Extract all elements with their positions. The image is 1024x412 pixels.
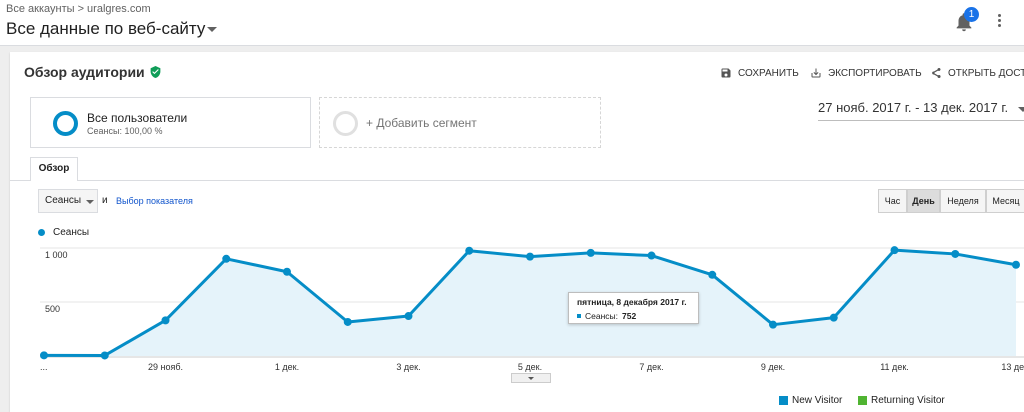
x-tick-label: 9 дек. xyxy=(761,362,785,372)
chevron-down-icon xyxy=(86,200,94,204)
x-tick-label: ... xyxy=(40,362,48,372)
date-range-chevron-icon[interactable] xyxy=(1018,107,1024,112)
new-visitor-label: New Visitor xyxy=(792,395,843,406)
tab-divider xyxy=(10,180,1024,181)
tooltip-row: Сеансы: 752 xyxy=(577,311,690,321)
data-point[interactable] xyxy=(951,249,960,258)
legend-dot-sessions xyxy=(38,229,45,236)
chart-tooltip: пятница, 8 декабря 2017 г. Сеансы: 752 xyxy=(568,292,699,324)
chart-legend: Сеансы xyxy=(38,227,89,238)
y-tick-label: 1 000 xyxy=(45,250,68,260)
legend-new-visitor: New Visitor xyxy=(779,395,842,406)
add-segment-button[interactable]: + Добавить сегмент xyxy=(319,97,601,148)
period-month-button[interactable]: Месяц xyxy=(986,189,1024,213)
segment-all-users[interactable]: Все пользователи Сеансы: 100,00 % xyxy=(30,97,311,148)
share-label: ОТКРЫТЬ ДОСТУ xyxy=(948,67,1024,79)
chart-range-handle[interactable] xyxy=(511,373,551,383)
share-icon xyxy=(932,67,941,78)
sessions-area xyxy=(44,250,1016,356)
data-point[interactable] xyxy=(100,351,109,360)
data-point[interactable] xyxy=(404,312,413,321)
share-button[interactable]: ОТКРЫТЬ ДОСТУ xyxy=(930,67,1024,79)
legend-label-sessions: Сеансы xyxy=(53,227,90,238)
legend-returning-visitor: Returning Visitor xyxy=(858,395,945,406)
data-point[interactable] xyxy=(1012,260,1020,269)
x-tick-label: 29 нояб. xyxy=(148,362,183,372)
sessions-chart: 1 000 500... 29 нояб. 1 дек. 3 дек. 5 дек. 7 д… xyxy=(40,246,1024,372)
data-point[interactable] xyxy=(343,317,352,326)
save-label: СОХРАНИТЬ xyxy=(738,67,799,79)
metric-and-label: и xyxy=(102,195,108,206)
data-point[interactable] xyxy=(829,313,838,322)
date-range-picker[interactable]: 27 нояб. 2017 г. - 13 дек. 2017 г. xyxy=(818,100,1009,115)
view-selector[interactable]: Все данные по веб-сайту xyxy=(6,19,206,38)
chevron-down-icon xyxy=(528,377,534,380)
data-point[interactable] xyxy=(526,252,534,261)
add-segment-label: + Добавить сегмент xyxy=(366,116,477,130)
data-point[interactable] xyxy=(40,351,48,360)
x-tick-label: 1 дек. xyxy=(275,362,299,372)
tooltip-label: Сеансы: xyxy=(585,311,619,321)
data-point[interactable] xyxy=(708,270,717,279)
data-point[interactable] xyxy=(769,320,777,329)
export-icon xyxy=(811,68,821,78)
data-point[interactable] xyxy=(222,254,231,263)
top-bar: Все аккаунты > uralgres.com Все данные п… xyxy=(0,0,1024,46)
breadcrumb[interactable]: Все аккаунты > uralgres.com xyxy=(6,3,151,15)
y-tick-label: 500 xyxy=(45,304,60,314)
segment-name: Все пользователи xyxy=(87,111,188,125)
x-tick-label: 11 дек. xyxy=(880,362,909,372)
pick-metric-link[interactable]: Выбор показателя xyxy=(116,196,193,206)
data-point[interactable] xyxy=(586,248,595,257)
verified-shield-icon xyxy=(150,66,161,78)
data-point[interactable] xyxy=(890,246,899,255)
data-point[interactable] xyxy=(647,251,656,260)
period-week-button[interactable]: Неделя xyxy=(940,189,986,213)
returning-visitor-label: Returning Visitor xyxy=(871,395,945,406)
data-point[interactable] xyxy=(283,267,291,276)
segment-ring-icon xyxy=(53,111,78,136)
chevron-down-icon[interactable] xyxy=(207,27,217,32)
date-range-underline xyxy=(818,120,1024,121)
tab-overview[interactable]: Обзор xyxy=(30,157,78,181)
export-button[interactable]: ЭКСПОРТИРОВАТЬ xyxy=(810,67,922,79)
metric-select-value: Сеансы xyxy=(45,195,82,206)
save-button[interactable]: СОХРАНИТЬ xyxy=(720,67,799,79)
x-tick-label: 5 дек. xyxy=(518,362,542,372)
data-point[interactable] xyxy=(465,246,474,255)
returning-visitor-swatch xyxy=(858,396,867,405)
period-day-button[interactable]: День xyxy=(907,189,940,213)
data-point[interactable] xyxy=(161,316,170,325)
notification-badge: 1 xyxy=(964,7,979,22)
segment-ring-placeholder-icon xyxy=(333,111,358,136)
more-vert-icon[interactable] xyxy=(996,12,1002,30)
export-label: ЭКСПОРТИРОВАТЬ xyxy=(828,67,922,79)
new-visitor-swatch xyxy=(779,396,788,405)
x-tick-label: 13 дек. xyxy=(1001,362,1024,372)
save-icon xyxy=(721,68,731,78)
x-tick-label: 7 дек. xyxy=(639,362,663,372)
period-hour-button[interactable]: Час xyxy=(878,189,907,213)
segment-sessions-share: Сеансы: 100,00 % xyxy=(87,126,163,136)
x-tick-label: 3 дек. xyxy=(396,362,420,372)
tooltip-series-swatch xyxy=(577,314,581,318)
tooltip-value: 752 xyxy=(622,311,637,321)
metric-select[interactable]: Сеансы xyxy=(38,189,98,213)
report-title: Обзор аудитории xyxy=(24,64,145,80)
tooltip-title: пятница, 8 декабря 2017 г. xyxy=(577,297,687,307)
